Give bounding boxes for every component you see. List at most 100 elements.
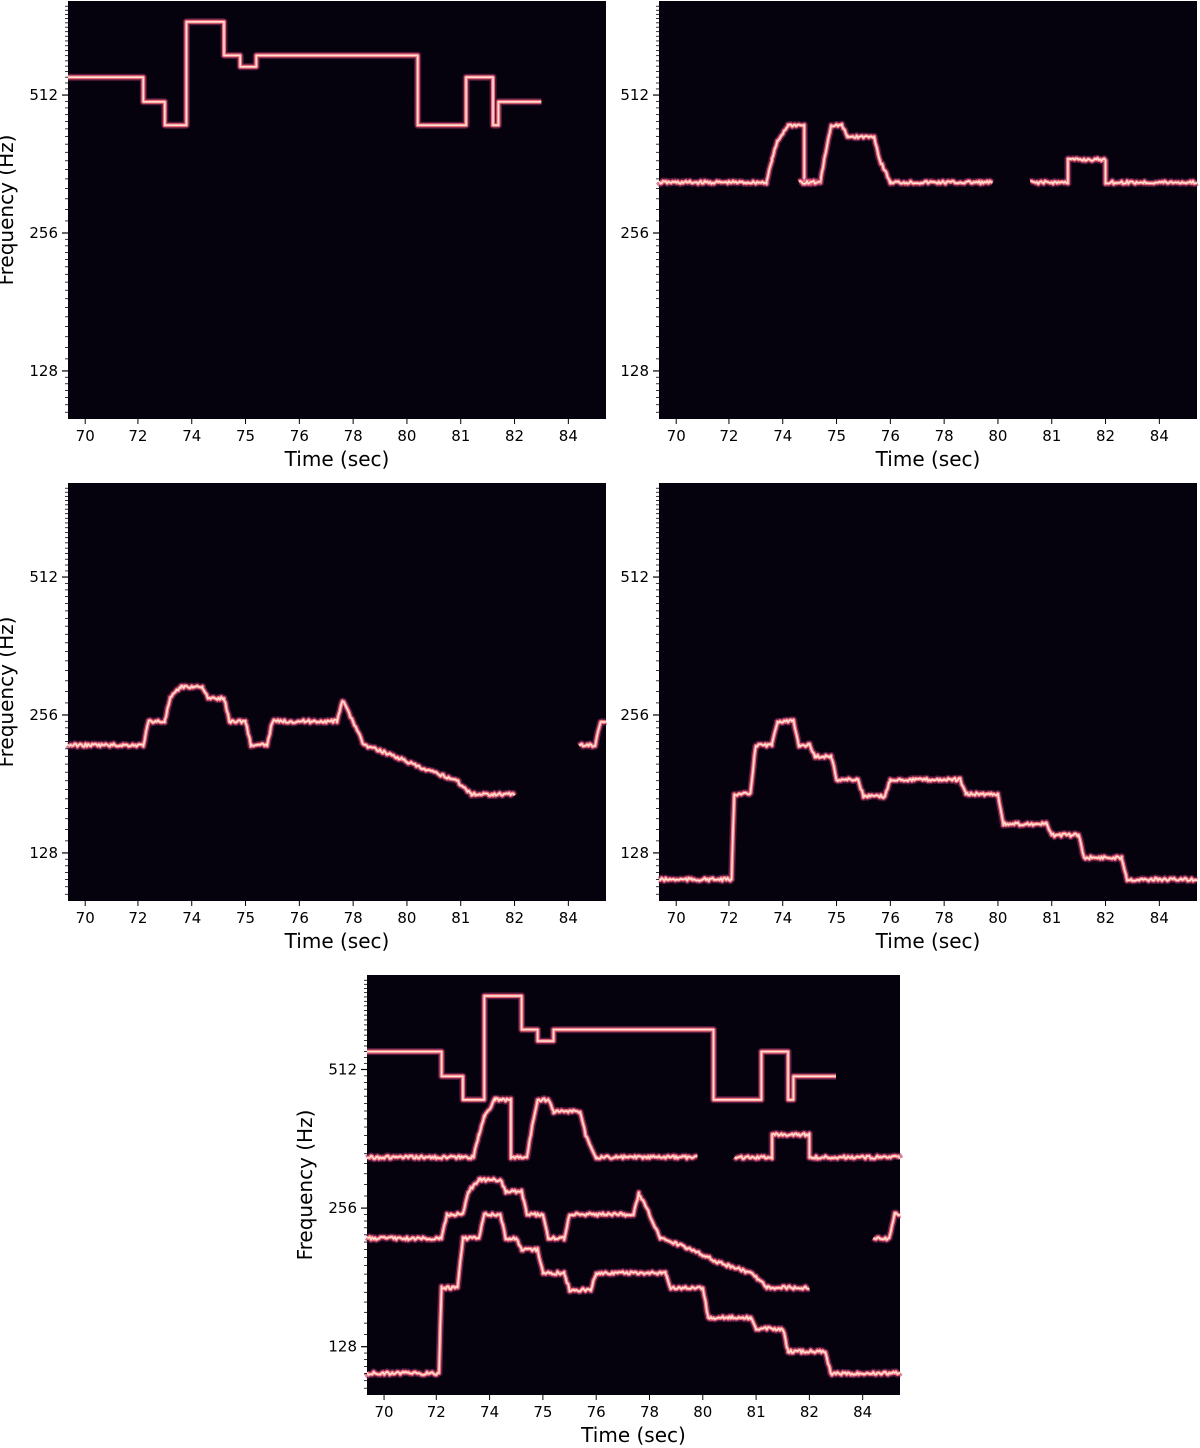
x-tick-label: 74: [182, 427, 201, 445]
x-tick-label: 75: [236, 909, 255, 927]
x-tick-label: 80: [988, 909, 1007, 927]
x-tick-label: 72: [427, 1403, 446, 1421]
x-tick-label: 70: [667, 427, 686, 445]
x-tick-label: 75: [827, 909, 846, 927]
x-tick-label: 80: [988, 427, 1007, 445]
trace-core: [578, 720, 607, 748]
x-tick-label: 81: [1042, 909, 1061, 927]
x-tick-label: 80: [397, 427, 416, 445]
y-tick-label: 128: [328, 1338, 357, 1356]
x-tick-label: 81: [747, 1403, 766, 1421]
x-tick-label: 70: [667, 909, 686, 927]
x-tick-label: 78: [344, 427, 363, 445]
x-tick-label: 82: [1096, 427, 1115, 445]
series-mix-1: [364, 992, 839, 1104]
plot-area: [68, 1, 606, 419]
panel-middle-left: 128 256 512 70 72 74 75 76 78 80 81 82 84 Time (sec) F…: [0, 483, 609, 953]
x-tick-label: 75: [827, 427, 846, 445]
series-voice-2b: [796, 177, 823, 188]
x-tick-label: 84: [1150, 427, 1169, 445]
x-tick-label: 74: [480, 1403, 499, 1421]
trace-core: [68, 21, 542, 126]
x-tick-label: 82: [505, 427, 524, 445]
x-tick-label: 76: [587, 1403, 606, 1421]
x-tick-label: 78: [935, 909, 954, 927]
y-tick-label: 256: [29, 706, 58, 724]
series-voice-2-part1: [1028, 154, 1200, 188]
y-tick-label: 256: [29, 224, 58, 242]
series-mix-3: [364, 1174, 812, 1293]
x-tick-label: 74: [182, 909, 201, 927]
x-tick-label: 72: [128, 909, 147, 927]
series-voice-3: [65, 682, 518, 800]
y-tick-label: 256: [620, 706, 649, 724]
x-tick-label: 82: [505, 909, 524, 927]
x-tick-label: 75: [236, 427, 255, 445]
y-tick-label: 128: [29, 844, 58, 862]
x-axis-label: Time (sec): [875, 447, 981, 471]
series-voice-1: [65, 18, 544, 129]
panel-top-right: 128 256 512 70 72 74 75 76 78 80 81 82 84 Time (sec): [620, 1, 1200, 471]
x-tick-label: 78: [344, 909, 363, 927]
trace-core: [658, 123, 993, 185]
x-tick-label: 82: [800, 1403, 819, 1421]
plot-area: [68, 483, 606, 901]
x-tick-label: 70: [76, 427, 95, 445]
trace-core: [798, 180, 821, 185]
panel-middle-right: 128 256 512 70 72 74 75 76 78 80 81 82 84 Time (sec): [620, 483, 1200, 953]
y-tick-label: 256: [620, 224, 649, 242]
trace-core: [1029, 157, 1198, 185]
trace-core: [366, 1212, 901, 1376]
x-tick-label: 84: [1150, 909, 1169, 927]
x-tick-label: 70: [375, 1403, 394, 1421]
x-tick-label: 74: [773, 427, 792, 445]
x-tick-label: 80: [397, 909, 416, 927]
x-tick-label: 76: [290, 427, 309, 445]
panel-bottom: 128 256 512 70 72 74 75 76 78 80 81 82 84 Time (sec) F…: [293, 975, 904, 1447]
y-axis-label: Frequency (Hz): [0, 617, 18, 768]
x-tick-label: 70: [76, 909, 95, 927]
x-axis-label: Time (sec): [580, 1423, 686, 1447]
trace-core: [366, 1097, 698, 1160]
y-tick-label: 256: [328, 1199, 357, 1217]
x-tick-label: 81: [451, 909, 470, 927]
series-mix-2-part1: [732, 1129, 904, 1163]
trace-core: [367, 995, 836, 1101]
x-tick-label: 78: [935, 427, 954, 445]
trace-core: [734, 1132, 901, 1160]
x-tick-label: 84: [853, 1403, 872, 1421]
x-tick-label: 81: [451, 427, 470, 445]
y-tick-label: 128: [620, 362, 649, 380]
x-tick-label: 80: [693, 1403, 712, 1421]
x-tick-label: 76: [881, 909, 900, 927]
plot-area: [659, 483, 1197, 901]
y-axis-label: Frequency (Hz): [0, 135, 18, 286]
x-axis-label: Time (sec): [284, 447, 390, 471]
plot-area: [367, 975, 900, 1395]
y-tick-label: 512: [29, 86, 58, 104]
x-tick-label: 81: [1042, 427, 1061, 445]
x-tick-label: 82: [1096, 909, 1115, 927]
x-axis-label: Time (sec): [875, 929, 981, 953]
trace-core: [366, 1177, 810, 1290]
trace-core: [658, 718, 1198, 882]
series-voice-3b: [576, 718, 609, 751]
x-tick-label: 72: [719, 909, 738, 927]
series-voice-2: [655, 120, 995, 188]
series-voice-4: [656, 716, 1200, 885]
x-tick-label: 84: [559, 909, 578, 927]
series-mix-3b: [871, 1209, 903, 1244]
y-tick-label: 512: [620, 568, 649, 586]
x-tick-label: 72: [128, 427, 147, 445]
y-tick-label: 512: [328, 1061, 357, 1079]
y-tick-label: 128: [620, 844, 649, 862]
trace-core: [67, 685, 516, 797]
x-tick-label: 84: [559, 427, 578, 445]
series-mix-4: [363, 1209, 903, 1379]
x-tick-label: 78: [640, 1403, 659, 1421]
panel-top-left: 128 256 512 70 72 74 75 76 78 80 81 82 84 Time (sec) F…: [0, 1, 606, 471]
y-axis-label: Frequency (Hz): [293, 1110, 317, 1261]
plot-area: [659, 1, 1197, 419]
y-tick-label: 512: [620, 86, 649, 104]
